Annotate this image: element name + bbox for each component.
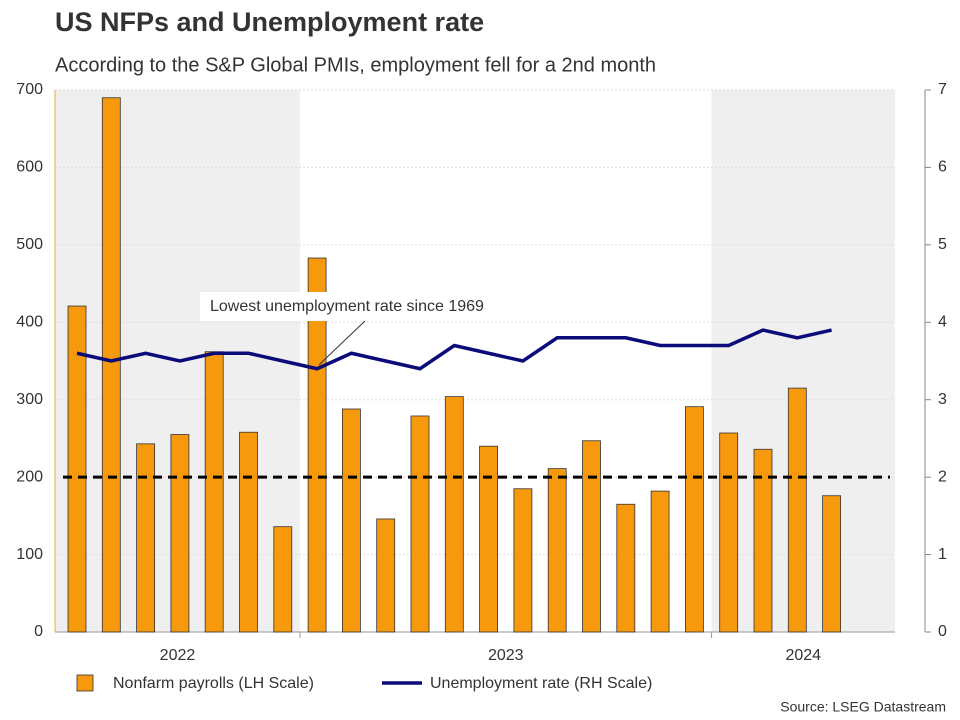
bar [582, 440, 601, 633]
bar [650, 490, 670, 633]
bar [204, 351, 224, 633]
bar [67, 305, 87, 633]
y2-tick-label: 2 [938, 468, 947, 485]
y2-tick-label: 3 [938, 391, 947, 408]
x-period-label: 2024 [785, 647, 821, 664]
y2-tick-label: 0 [938, 623, 947, 640]
bar [479, 445, 499, 633]
bar [376, 518, 396, 633]
legend-label: Unemployment rate (RH Scale) [430, 675, 652, 692]
annotation: Lowest unemployment rate since 1969 [210, 298, 484, 315]
y-tick-label: 700 [16, 81, 43, 98]
annotation-arrow [318, 320, 366, 366]
bar [273, 526, 293, 633]
bar [341, 408, 361, 633]
y-tick-label: 300 [16, 391, 43, 408]
bar [307, 257, 327, 633]
bar [753, 448, 773, 633]
y2-tick-label: 5 [938, 236, 947, 253]
legend-label: Nonfarm payrolls (LH Scale) [113, 675, 314, 692]
bar [136, 443, 156, 633]
y2-tick-label: 4 [938, 314, 947, 331]
bar [170, 434, 190, 633]
bar [787, 387, 807, 633]
x-period-label: 2023 [488, 647, 524, 664]
y-tick-label: 500 [16, 236, 43, 253]
bar [719, 432, 739, 633]
bar [513, 488, 533, 633]
source: Source: LSEG Datastream [780, 699, 946, 715]
bar [410, 415, 430, 633]
x-period-label: 2022 [160, 647, 196, 664]
y2-tick-label: 6 [938, 159, 947, 176]
bar [101, 97, 121, 633]
annotation-box [200, 292, 542, 321]
legend-swatch [76, 674, 94, 692]
y-tick-label: 600 [16, 159, 43, 176]
bar [616, 503, 636, 633]
y-tick-label: 400 [16, 314, 43, 331]
bar [239, 431, 258, 633]
line [76, 328, 832, 371]
chart-subtitle: According to the S&P Global PMIs, employ… [55, 54, 656, 76]
bar [547, 468, 567, 633]
chart-title: US NFPs and Unemployment rate [55, 7, 484, 37]
y2-tick-label: 1 [938, 546, 947, 563]
bar [444, 396, 464, 633]
y-tick-label: 100 [16, 546, 43, 563]
bar [822, 495, 841, 633]
y2-tick-label: 7 [938, 81, 947, 98]
y-tick-label: 0 [34, 623, 43, 640]
y-tick-label: 200 [16, 468, 43, 485]
bar [685, 406, 704, 633]
